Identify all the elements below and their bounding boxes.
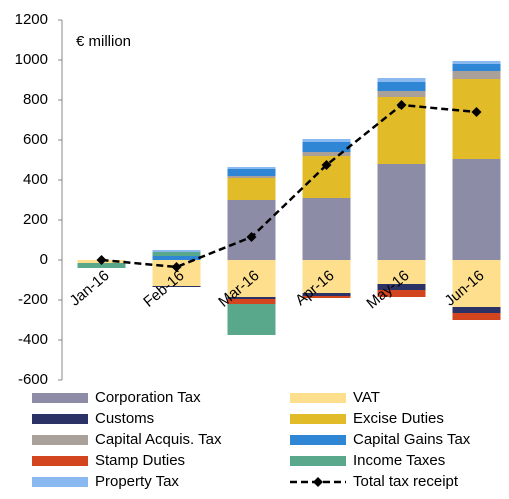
legend-label: Total tax receipt — [353, 473, 459, 490]
legend-swatch — [290, 393, 346, 403]
legend-label: Income Taxes — [353, 452, 445, 469]
legend-swatch — [32, 456, 88, 466]
legend-label: Capital Acquis. Tax — [95, 431, 222, 448]
legend-swatch — [290, 435, 346, 445]
bar-segment — [377, 260, 426, 284]
legend-marker — [313, 477, 323, 487]
bar-segment — [377, 284, 426, 290]
bar-segment — [227, 297, 276, 299]
bar-segment — [227, 169, 276, 176]
legend-swatch — [32, 414, 88, 424]
legend-swatch — [32, 477, 88, 487]
bar-segment — [302, 260, 351, 293]
bar-segment — [302, 296, 351, 298]
y-tick-label: 400 — [23, 171, 48, 188]
bar-segment — [377, 164, 426, 260]
bar-segment — [377, 82, 426, 91]
annotation: € million — [76, 33, 131, 50]
legend-label: VAT — [353, 389, 380, 406]
line-marker — [396, 100, 407, 110]
bar-segment — [227, 178, 276, 200]
bar-segment — [152, 252, 201, 256]
line-marker — [246, 232, 257, 242]
bar-segment — [452, 307, 501, 313]
bar-segment — [377, 290, 426, 297]
bar-segment — [452, 313, 501, 320]
bar-segment — [302, 139, 351, 142]
line-marker — [171, 262, 182, 272]
y-tick-label: -600 — [18, 371, 48, 388]
legend-swatch — [290, 414, 346, 424]
legend-label: Capital Gains Tax — [353, 431, 471, 448]
bar-segment — [452, 61, 501, 64]
bar-segment — [452, 159, 501, 260]
y-tick-label: 200 — [23, 211, 48, 228]
y-tick-label: 600 — [23, 131, 48, 148]
bar-segment — [377, 91, 426, 97]
bar-segment — [227, 200, 276, 260]
bar-segment — [302, 198, 351, 260]
legend-label: Corporation Tax — [95, 389, 201, 406]
bar-segment — [77, 263, 126, 268]
bar-segment — [227, 176, 276, 178]
bar-segment — [452, 64, 501, 71]
bar-segment — [227, 304, 276, 335]
bar-segment — [452, 79, 501, 159]
bar-segment — [377, 78, 426, 82]
legend-label: Property Tax — [95, 473, 179, 490]
legend-swatch — [32, 435, 88, 445]
bar-segment — [152, 256, 201, 260]
y-tick-label: 1000 — [15, 51, 48, 68]
legend-swatch — [32, 393, 88, 403]
legend-label: Excise Duties — [353, 410, 444, 427]
x-tick-label: Jan-16 — [67, 267, 113, 310]
bar-segment — [227, 299, 276, 304]
bar-segment — [302, 142, 351, 152]
bar-segment — [227, 260, 276, 297]
legend-label: Customs — [95, 410, 154, 427]
y-tick-label: 0 — [40, 251, 48, 268]
total-line — [101, 103, 477, 269]
bar-segment — [452, 260, 501, 307]
y-tick-label: -400 — [18, 331, 48, 348]
legend-label: Stamp Duties — [95, 452, 185, 469]
line-marker — [471, 107, 482, 117]
bar-segment — [152, 250, 201, 252]
bar-segment — [302, 293, 351, 296]
bar-segment — [152, 286, 201, 287]
line-marker — [321, 160, 332, 170]
bar-segment — [302, 152, 351, 156]
bar-segment — [227, 167, 276, 169]
bar-segment — [452, 71, 501, 79]
y-tick-label: 800 — [23, 91, 48, 108]
y-tick-label: -200 — [18, 291, 48, 308]
y-tick-label: 1200 — [15, 11, 48, 28]
legend-swatch — [290, 456, 346, 466]
line-marker — [96, 255, 107, 265]
